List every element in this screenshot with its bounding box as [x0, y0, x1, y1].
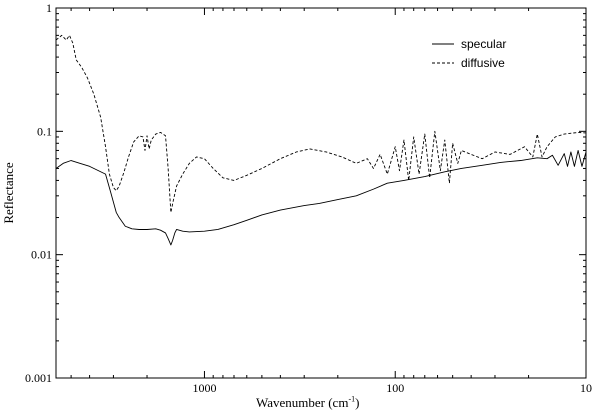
y-tick-label: 1 — [46, 1, 52, 15]
plot-area-frame — [55, 7, 587, 379]
series-line-specular — [55, 149, 587, 246]
x-tick-label: 10 — [580, 381, 592, 395]
series-layer — [55, 34, 587, 246]
ticks-layer: 1 0.1 0.01 0.001 1000 100 10 — [25, 1, 592, 395]
x-tick-label: 1000 — [192, 381, 216, 395]
x-axis-label: Wavenumber (cm-1) — [256, 395, 359, 411]
x-axis-label-main: Wavenumber (cm — [256, 395, 349, 410]
x-tick-label: 100 — [386, 381, 404, 395]
y-tick-label: 0.001 — [25, 371, 52, 385]
series-line-diffusive — [55, 34, 587, 213]
y-tick-label: 0.1 — [37, 124, 52, 138]
legend-label-specular: specular — [461, 37, 506, 51]
y-axis-label: Reflectance — [1, 162, 16, 224]
y-tick-label: 0.01 — [31, 248, 52, 262]
x-axis-label-close: ) — [355, 395, 360, 410]
x-axis-label-superscript: -1 — [348, 394, 356, 404]
legend: specular diffusive — [425, 33, 525, 75]
legend-label-diffusive: diffusive — [461, 56, 505, 70]
legend-box — [425, 33, 525, 75]
